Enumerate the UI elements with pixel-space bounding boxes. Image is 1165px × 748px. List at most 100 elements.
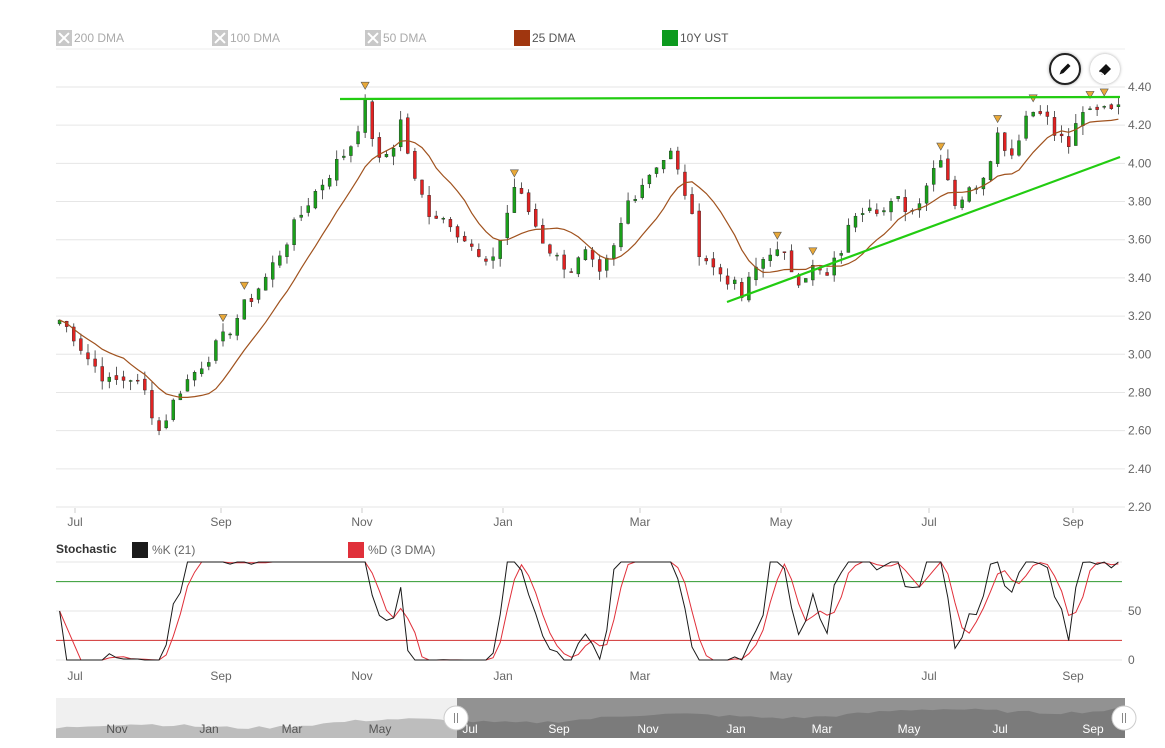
candle-body: [1059, 133, 1064, 137]
price-y-axis: 4.40 4.20 4.00 3.80 3.60 3.40 3.20 3.00 2.80 2.60…: [1128, 80, 1152, 514]
y-tick-label: 3.20: [1128, 309, 1152, 323]
candle-body: [72, 326, 76, 342]
candle-body: [1003, 132, 1007, 151]
candle-body: [725, 275, 730, 285]
x-tick-label: Sep: [1062, 515, 1084, 529]
y-tick-label: 2.60: [1128, 424, 1152, 438]
stochastic-legend-d[interactable]: %D (3 DMA): [348, 542, 435, 558]
price-x-axis: Jul Sep Nov Jan Mar May Jul Sep: [67, 508, 1084, 529]
candle-body: [1116, 104, 1121, 107]
legend-50dma[interactable]: 50 DMA: [365, 30, 426, 46]
navigator-label: Jul: [462, 722, 477, 736]
candle-body: [1010, 148, 1014, 156]
legend-200dma-label: 200 DMA: [74, 31, 125, 45]
candle-body: [875, 209, 879, 214]
stoch-x-label: May: [770, 669, 793, 683]
candle-body: [420, 179, 424, 195]
stoch-x-label: Sep: [1062, 669, 1084, 683]
navigator-selection: [457, 698, 1125, 738]
navigator-label: Sep: [1082, 722, 1104, 736]
candle-body: [1109, 104, 1114, 109]
candle-body: [569, 271, 573, 273]
peak-marker: [509, 169, 519, 178]
legend-10y-ust-swatch: [662, 30, 678, 46]
y-tick-label: 4.20: [1128, 118, 1152, 132]
candle-body: [249, 298, 254, 302]
candle-body: [79, 338, 83, 351]
candle-body: [320, 184, 325, 191]
candle-body: [718, 267, 723, 275]
peak-marker: [360, 81, 370, 90]
candle-body: [199, 368, 204, 375]
navigator-label: May: [369, 722, 392, 736]
legend-10y-ust-label: 10Y UST: [680, 31, 729, 45]
eraser-tool-button[interactable]: [1090, 54, 1120, 84]
candle-body: [768, 254, 772, 261]
candle-body: [335, 158, 339, 181]
candle-body: [128, 380, 133, 382]
stoch-x-label: Mar: [630, 669, 651, 683]
stoch-x-label: Sep: [210, 669, 232, 683]
candle-body: [939, 160, 943, 168]
candle-body: [605, 257, 609, 271]
navigator-label: Nov: [637, 722, 658, 736]
ma-25-line: [59, 118, 1119, 398]
candle-body: [512, 187, 517, 213]
candle-body: [747, 276, 751, 301]
peak-marker: [808, 247, 818, 256]
stochastic-legend-k[interactable]: %K (21): [132, 542, 195, 558]
candle-body: [462, 235, 467, 242]
candle-body: [846, 224, 851, 253]
y-tick-label: 3.40: [1128, 271, 1152, 285]
candle-body: [306, 205, 310, 213]
peak-marker: [218, 314, 228, 323]
candle-body: [1074, 123, 1078, 146]
candle-body: [441, 218, 446, 220]
candle-body: [207, 362, 211, 367]
candle-body: [654, 167, 659, 174]
y-tick-label: 3.00: [1128, 347, 1152, 361]
stochastic-plot[interactable]: 50 0: [56, 561, 1142, 667]
candle-body: [868, 207, 872, 211]
eraser-icon: [1099, 64, 1111, 76]
candle-body: [583, 249, 588, 261]
candle-body: [93, 358, 97, 367]
candle-body: [292, 219, 296, 246]
candle-body: [1052, 117, 1057, 136]
y-tick-label: 2.80: [1128, 385, 1152, 399]
stoch-y-label: 50: [1128, 604, 1142, 618]
candle-body: [406, 117, 410, 154]
price-plot[interactable]: [57, 81, 1121, 436]
candle-body: [86, 352, 90, 360]
legend-100dma[interactable]: 100 DMA: [212, 30, 280, 46]
legend-200dma[interactable]: 200 DMA: [56, 30, 124, 46]
x-tick-label: Nov: [351, 515, 372, 529]
candle-body: [391, 148, 396, 157]
stochastic-title: Stochastic: [56, 542, 117, 556]
candle-body: [534, 209, 538, 227]
x-tick-label: Jul: [67, 515, 82, 529]
candle-body: [732, 279, 737, 284]
candle-body: [1088, 108, 1092, 110]
candle-body: [690, 194, 694, 214]
legend-10y-ust[interactable]: 10Y UST: [662, 30, 728, 46]
candle-body: [235, 318, 239, 336]
candle-body: [825, 272, 829, 276]
legend-25dma[interactable]: 25 DMA: [514, 30, 575, 46]
stoch-k-line: [59, 561, 1119, 661]
candle-body: [1095, 106, 1099, 110]
candle-body: [342, 155, 346, 158]
pencil-tool-button[interactable]: [1049, 53, 1081, 85]
candle-body: [903, 197, 907, 212]
candle-body: [136, 379, 140, 382]
navigator-left-handle: [443, 705, 469, 731]
stochastic-k-swatch: [132, 542, 148, 558]
candle-body: [1081, 112, 1085, 126]
navigator[interactable]: Nov Jan Mar May Jul Sep Nov Jan Mar May Jul Sep: [56, 698, 1137, 738]
candle-body: [57, 319, 62, 325]
y-tick-label: 4.00: [1128, 156, 1152, 170]
candle-body: [256, 288, 261, 300]
candle-body: [150, 390, 154, 419]
peak-marker: [772, 231, 782, 240]
